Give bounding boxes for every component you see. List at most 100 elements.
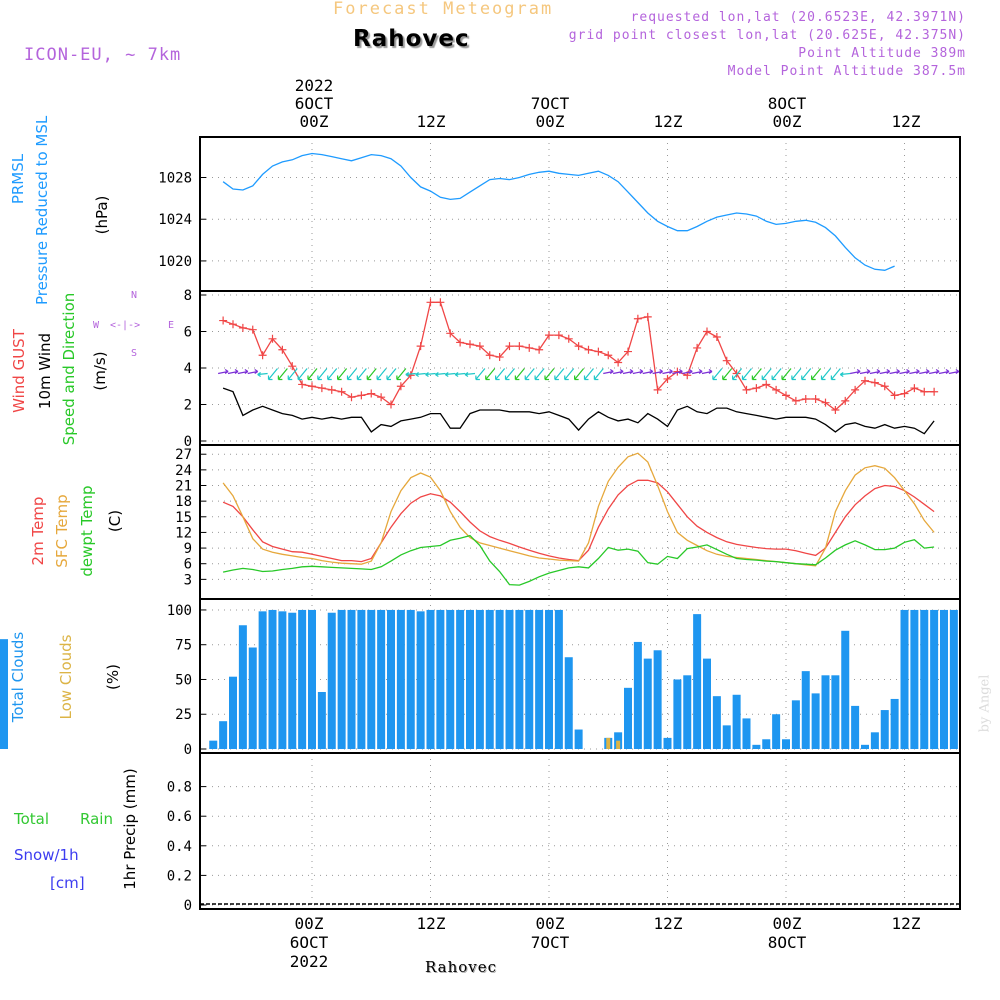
gust-marker	[643, 312, 652, 321]
wind-direction-arrow	[850, 368, 861, 375]
y-tick-label: 6	[184, 557, 192, 573]
total-cloud-bar	[949, 609, 958, 749]
y-tick-label: 15	[175, 510, 192, 526]
total-cloud-bar	[327, 612, 336, 749]
wind-direction-arrow	[652, 368, 663, 375]
total-cloud-bar	[446, 609, 455, 749]
wind-direction-arrow	[564, 368, 575, 381]
wind-direction-arrow	[741, 368, 752, 381]
total-cloud-bar	[535, 609, 544, 749]
wind-direction-arrow	[732, 368, 743, 381]
gust-marker	[446, 329, 455, 338]
gust-marker	[772, 385, 781, 394]
wind-direction-arrow	[554, 368, 565, 381]
total-cloud-bar	[890, 698, 899, 749]
total-cloud-bar	[288, 612, 297, 749]
gust-marker	[703, 327, 711, 336]
wind-direction-arrow	[622, 368, 634, 375]
gust-marker	[801, 395, 810, 404]
wind-direction-arrow	[662, 368, 673, 375]
gust-marker	[466, 340, 474, 349]
gust-marker	[732, 369, 741, 378]
gust-marker	[505, 342, 514, 351]
total-cloud-bar	[624, 687, 632, 749]
gust-marker	[930, 387, 939, 396]
wind-direction-arrow	[227, 368, 239, 375]
gust-marker	[712, 332, 721, 341]
total-cloud-bar	[485, 609, 494, 749]
low-cloud-bar	[606, 737, 611, 749]
top-tick-year: 2022	[294, 76, 334, 95]
gust-marker	[525, 343, 534, 352]
total-cloud-bar	[861, 744, 869, 749]
wind-direction-arrow	[791, 368, 802, 381]
chart-title: Forecast Meteogram	[333, 0, 554, 19]
wind-direction-arrow	[454, 371, 466, 377]
wind-direction-arrow	[781, 368, 792, 381]
y-tick-label: 1020	[158, 254, 192, 270]
wind-direction-arrow	[396, 368, 407, 381]
y-tick-label: 75	[175, 638, 192, 654]
wind-direction-arrow	[337, 368, 348, 381]
compass-south: S	[131, 348, 138, 359]
total-cloud-bar	[762, 739, 771, 749]
bottom-tick-date: 6OCT	[289, 933, 329, 952]
gust-marker	[752, 384, 761, 393]
wind-direction-arrow	[405, 371, 416, 377]
top-tick-date: 8OCT	[767, 94, 807, 113]
gust-marker	[614, 358, 623, 367]
y-tick-label: 27	[175, 447, 192, 463]
wind-direction-arrow	[919, 368, 930, 375]
gust-marker	[870, 378, 879, 387]
gust-marker	[584, 345, 593, 354]
y-tick-label: 0	[184, 742, 192, 758]
gust-marker	[367, 389, 376, 398]
wind-direction-arrow	[218, 368, 229, 375]
gust-marker	[357, 391, 366, 400]
y-tick-label: 4	[184, 361, 192, 377]
bottom-tick-date: 8OCT	[767, 933, 807, 952]
total-cloud-bar	[238, 625, 247, 749]
y-tick-label: 0	[184, 434, 192, 450]
wind-direction-arrow	[672, 368, 683, 375]
total-cloud-bar	[387, 609, 395, 749]
total-cloud-bar	[525, 609, 534, 749]
model-point-altitude: Model Point Altitude 387.5m	[727, 64, 966, 79]
gust-marker	[219, 316, 228, 325]
requested-coordinates: requested lon,lat (20.6523E, 42.3971N)	[630, 10, 966, 25]
wind-direction-arrow	[761, 368, 772, 381]
10m-wind-line	[222, 387, 935, 435]
precip-legend-unit: [cm]	[50, 874, 85, 892]
top-tick-time: 12Z	[653, 112, 683, 131]
total-cloud-bar	[564, 657, 573, 749]
model-label: ICON-EU, ~ 7km	[24, 45, 182, 65]
panel-frame	[199, 444, 961, 600]
wind-direction-arrow	[267, 368, 278, 381]
total-cloud-bar	[663, 737, 672, 749]
precip-legend-total: Total	[14, 810, 50, 828]
low-cloud-bar	[616, 740, 621, 749]
total-cloud-bar	[791, 700, 800, 749]
gust-marker	[604, 351, 613, 360]
station-name: Rahovec	[353, 26, 470, 52]
total-cloud-bar	[880, 710, 889, 749]
total-cloud-bar	[436, 609, 445, 749]
point-altitude: Point Altitude 389m	[798, 46, 966, 61]
y-tick-label: 9	[184, 541, 192, 557]
gust-marker	[811, 395, 820, 404]
total-cloud-bar	[574, 729, 583, 749]
wind-direction-arrow	[771, 368, 782, 381]
total-cloud-bar	[466, 609, 474, 749]
wind-direction-arrow	[277, 368, 288, 381]
wind-direction-arrow	[603, 368, 614, 375]
wind-direction-arrow	[514, 368, 525, 381]
wind-direction-arrow	[297, 368, 308, 381]
wind-direction-arrow	[495, 368, 506, 381]
total-cloud-bar	[643, 658, 652, 749]
total-cloud-bar	[732, 694, 741, 749]
gust-marker	[229, 320, 237, 329]
bottom-tick-year: 2022	[289, 952, 329, 971]
y-tick-label: 25	[175, 707, 192, 723]
total-cloud-bar	[930, 609, 939, 749]
y-tick-label: 21	[175, 479, 192, 495]
